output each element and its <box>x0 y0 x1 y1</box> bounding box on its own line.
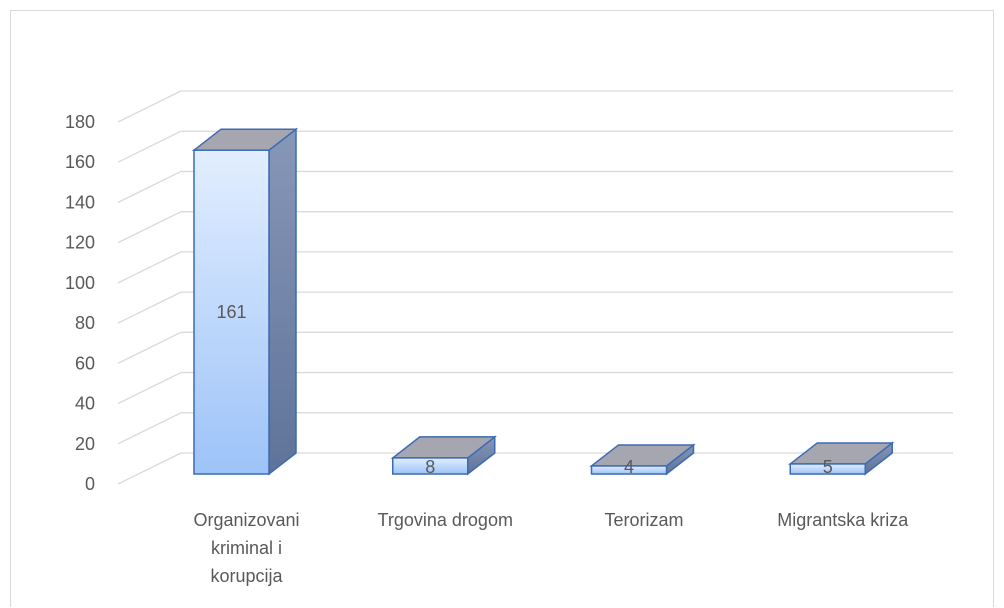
y-axis-ticks: 0 20 40 60 80 100 120 140 160 180 <box>65 112 95 494</box>
gridline-diagonal <box>117 211 182 244</box>
bar-front-face <box>590 465 668 475</box>
y-tick-label: 60 <box>75 353 95 373</box>
y-tick-label: 120 <box>65 233 95 253</box>
gridline-diagonal <box>117 412 182 445</box>
category-label: Migrantska kriza <box>777 510 909 530</box>
gridline-diagonal <box>117 170 182 204</box>
bar: 4 <box>589 443 696 477</box>
category-label-line: Terorizam <box>604 510 683 530</box>
x-axis-labels: Organizovani kriminal i korupcija Trgovina … <box>193 510 909 586</box>
bars-layer: 161 8 4 5 <box>191 127 895 477</box>
chart-frame: 0 20 40 60 80 100 120 140 160 180 161 8 4 5 Organizo… <box>10 10 994 607</box>
category-label-line: Organizovani <box>193 510 299 530</box>
bar: 8 <box>390 435 497 477</box>
category-label: Terorizam <box>604 510 683 530</box>
bar: 161 <box>191 127 299 476</box>
bar-front-face <box>789 463 866 475</box>
data-label: 8 <box>425 457 435 477</box>
y-tick-label: 180 <box>65 112 95 132</box>
data-label: 4 <box>624 457 634 477</box>
category-label-line: Migrantska kriza <box>777 510 909 530</box>
category-label: Organizovani kriminal i korupcija <box>193 510 299 586</box>
y-tick-label: 20 <box>75 434 95 454</box>
bar-chart: 0 20 40 60 80 100 120 140 160 180 161 8 4 5 Organizo… <box>65 90 953 586</box>
bar-front-face <box>392 457 469 475</box>
category-label-line: kriminal i <box>211 538 282 558</box>
gridline-diagonal <box>117 130 182 163</box>
y-tick-label: 80 <box>75 313 95 333</box>
category-label-line: korupcija <box>210 566 283 586</box>
gridline-diagonal <box>117 90 182 123</box>
y-tick-label: 40 <box>75 394 95 414</box>
y-tick-label: 160 <box>65 152 95 172</box>
gridline-diagonal <box>117 331 182 364</box>
y-tick-label: 140 <box>65 192 95 212</box>
gridline-diagonal <box>117 371 182 405</box>
category-label: Trgovina drogom <box>378 510 513 530</box>
data-label: 5 <box>823 457 833 477</box>
gridline-diagonal <box>117 251 182 284</box>
bar-side-face <box>268 127 297 476</box>
bar: 5 <box>788 441 895 477</box>
y-tick-label: 100 <box>65 273 95 293</box>
bar-front-face <box>193 149 270 475</box>
data-label: 161 <box>216 302 246 322</box>
y-tick-label: 0 <box>85 474 95 494</box>
gridline-diagonal <box>117 291 182 324</box>
grid-layer <box>117 90 953 485</box>
gridline-diagonal <box>117 452 182 485</box>
category-label-line: Trgovina drogom <box>378 510 513 530</box>
